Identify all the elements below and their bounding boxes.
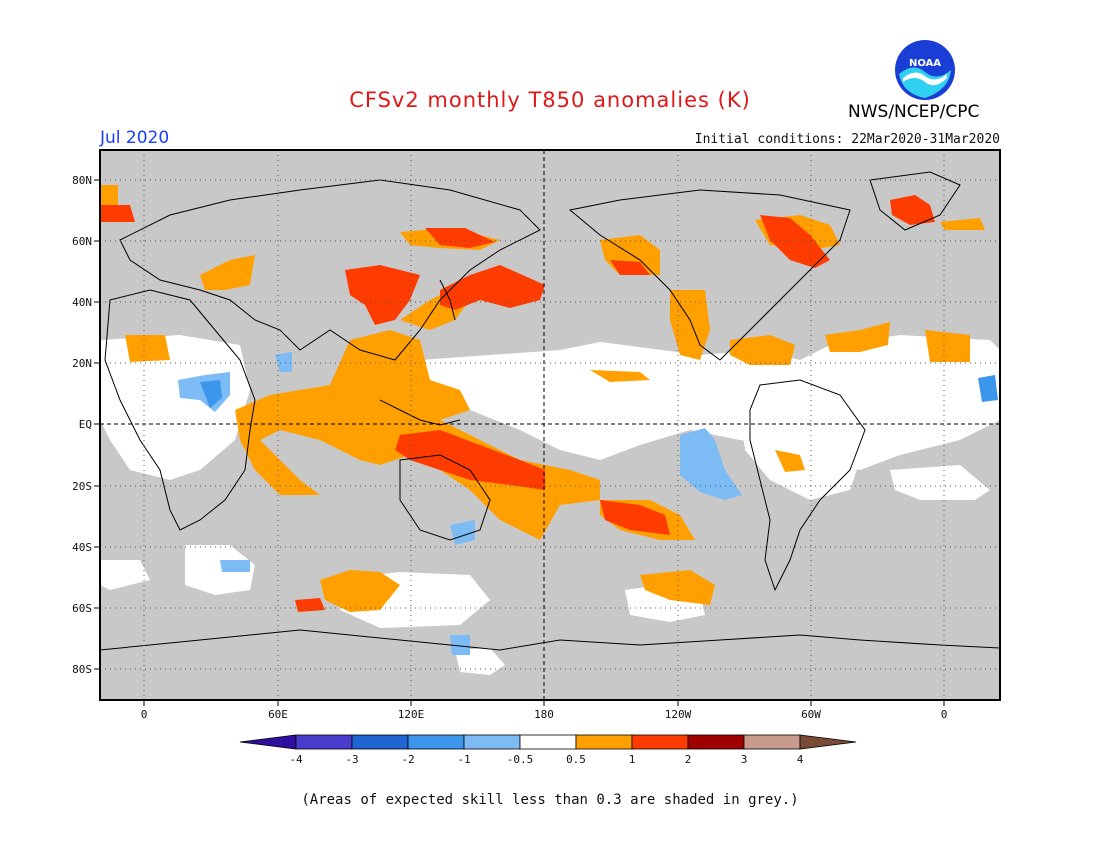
blue-region-east-pacific: [680, 428, 742, 500]
lat-label: 20S: [72, 480, 92, 493]
anomaly-field: [100, 150, 1000, 700]
orange-region-south-america: [775, 450, 805, 472]
coastline-japan: [439, 279, 456, 321]
coastline-eurasia: [119, 179, 541, 361]
white-region-tropical-pacific: [420, 335, 1000, 470]
legend-swatch: [351, 734, 409, 750]
coastline-south-america: [749, 379, 866, 592]
legend-arrow-low: [239, 734, 297, 750]
lon-label: 120E: [398, 708, 425, 721]
lat-label: EQ: [79, 418, 92, 431]
white-region-south-atlantic: [890, 465, 990, 500]
white-region-atlantic-south: [100, 560, 150, 590]
legend-swatch: [631, 734, 689, 750]
blue-region-east-africa-core: [200, 380, 222, 408]
legend-swatch: [687, 734, 745, 750]
orange-region-southern-pacific: [640, 570, 715, 605]
lat-label: 20N: [72, 357, 92, 370]
lat-label: 60S: [72, 602, 92, 615]
orange-region-east-pacific-coast: [590, 370, 650, 382]
red-region-northwest-pacific: [440, 265, 545, 310]
legend-swatch: [575, 734, 633, 750]
longitude-labels: 0 60E 120E 180 120W 60W 0: [141, 708, 948, 721]
coastline-australia: [399, 454, 491, 541]
lon-label: 0: [941, 708, 948, 721]
orange-region-gulf: [730, 335, 795, 365]
lat-label: 40N: [72, 296, 92, 309]
legend-label: 0.5: [566, 753, 586, 766]
lat-label: 80N: [72, 174, 92, 187]
map-title: CFSv2 monthly T850 anomalies (K): [349, 88, 751, 112]
lon-label: 60W: [801, 708, 821, 721]
red-region-western-pacific: [395, 430, 545, 490]
noaa-logo: NOAA: [895, 40, 955, 100]
coastline-north-america: [568, 189, 851, 361]
lat-label: 60N: [72, 235, 92, 248]
orange-region-north-america-pacific: [670, 290, 710, 360]
coastline-antarctica: [100, 629, 1000, 651]
blue-region-australia-south: [450, 520, 475, 545]
red-region-greenland: [890, 195, 935, 225]
orange-region-north-africa: [125, 335, 170, 362]
coastline-africa: [104, 289, 256, 531]
red-region-arctic-europe: [100, 205, 135, 222]
blue-region-east-atlantic: [978, 375, 998, 402]
legend-swatch: [407, 734, 465, 750]
legend-label: -2: [401, 753, 414, 766]
lat-label: 40S: [72, 541, 92, 554]
orange-region-north-atlantic: [825, 322, 890, 352]
red-region-north-america-west: [610, 260, 650, 275]
legend-swatch: [463, 734, 521, 750]
color-legend: -4 -3 -2 -1 -0.5 0.5 1 2 3 4: [239, 734, 857, 766]
red-region-east-asia: [345, 265, 420, 325]
legend-label: -1: [457, 753, 470, 766]
grid-lines: [100, 150, 1000, 700]
legend-label: -4: [289, 753, 303, 766]
orange-region-greenland-east: [940, 218, 985, 230]
coastline-indonesia: [379, 399, 461, 426]
red-region-south-pacific: [600, 500, 670, 535]
white-region-africa: [100, 335, 250, 480]
legend-swatch: [519, 734, 577, 750]
legend-label: 1: [629, 753, 636, 766]
legend-label: -0.5: [507, 753, 534, 766]
reference-lines: [100, 150, 1000, 700]
blue-region-arabian: [275, 352, 292, 372]
orange-region-southern-indian: [320, 570, 400, 612]
forecast-month: Jul 2020: [100, 128, 170, 148]
agency-label: NWS/NCEP/CPC: [848, 102, 980, 122]
legend-label: 4: [797, 753, 804, 766]
coastlines: [100, 171, 1000, 651]
legend-label: -3: [345, 753, 358, 766]
skill-footnote: (Areas of expected skill less than 0.3 a…: [301, 792, 799, 808]
white-region-southern-indian: [185, 545, 255, 595]
map-frame: [99, 149, 1001, 701]
tick-marks: [94, 179, 945, 706]
legend-arrow-high: [799, 734, 857, 750]
orange-region-europe: [200, 255, 255, 290]
red-region-north-pacific: [425, 228, 495, 248]
legend-swatch: [743, 734, 801, 750]
legend-label: 3: [741, 753, 748, 766]
blue-region-southern-indian: [220, 560, 250, 572]
lon-label: 60E: [268, 708, 288, 721]
lat-label: 80S: [72, 663, 92, 676]
initial-conditions: Initial conditions: 22Mar2020-31Mar2020: [694, 132, 1000, 147]
latitude-labels: 80N 60N 40N 20N EQ 20S 40S 60S 80S: [72, 174, 92, 676]
blue-region-antarctic: [450, 635, 470, 655]
orange-region-east-atlantic: [925, 330, 970, 362]
legend-swatch: [295, 734, 353, 750]
legend-label: 2: [685, 753, 692, 766]
coastline-greenland: [869, 171, 961, 231]
lon-label: 0: [141, 708, 148, 721]
lon-label: 120W: [665, 708, 692, 721]
noaa-logo-text: NOAA: [909, 58, 941, 69]
red-region-southern-indian: [295, 598, 325, 612]
lon-label: 180: [534, 708, 554, 721]
